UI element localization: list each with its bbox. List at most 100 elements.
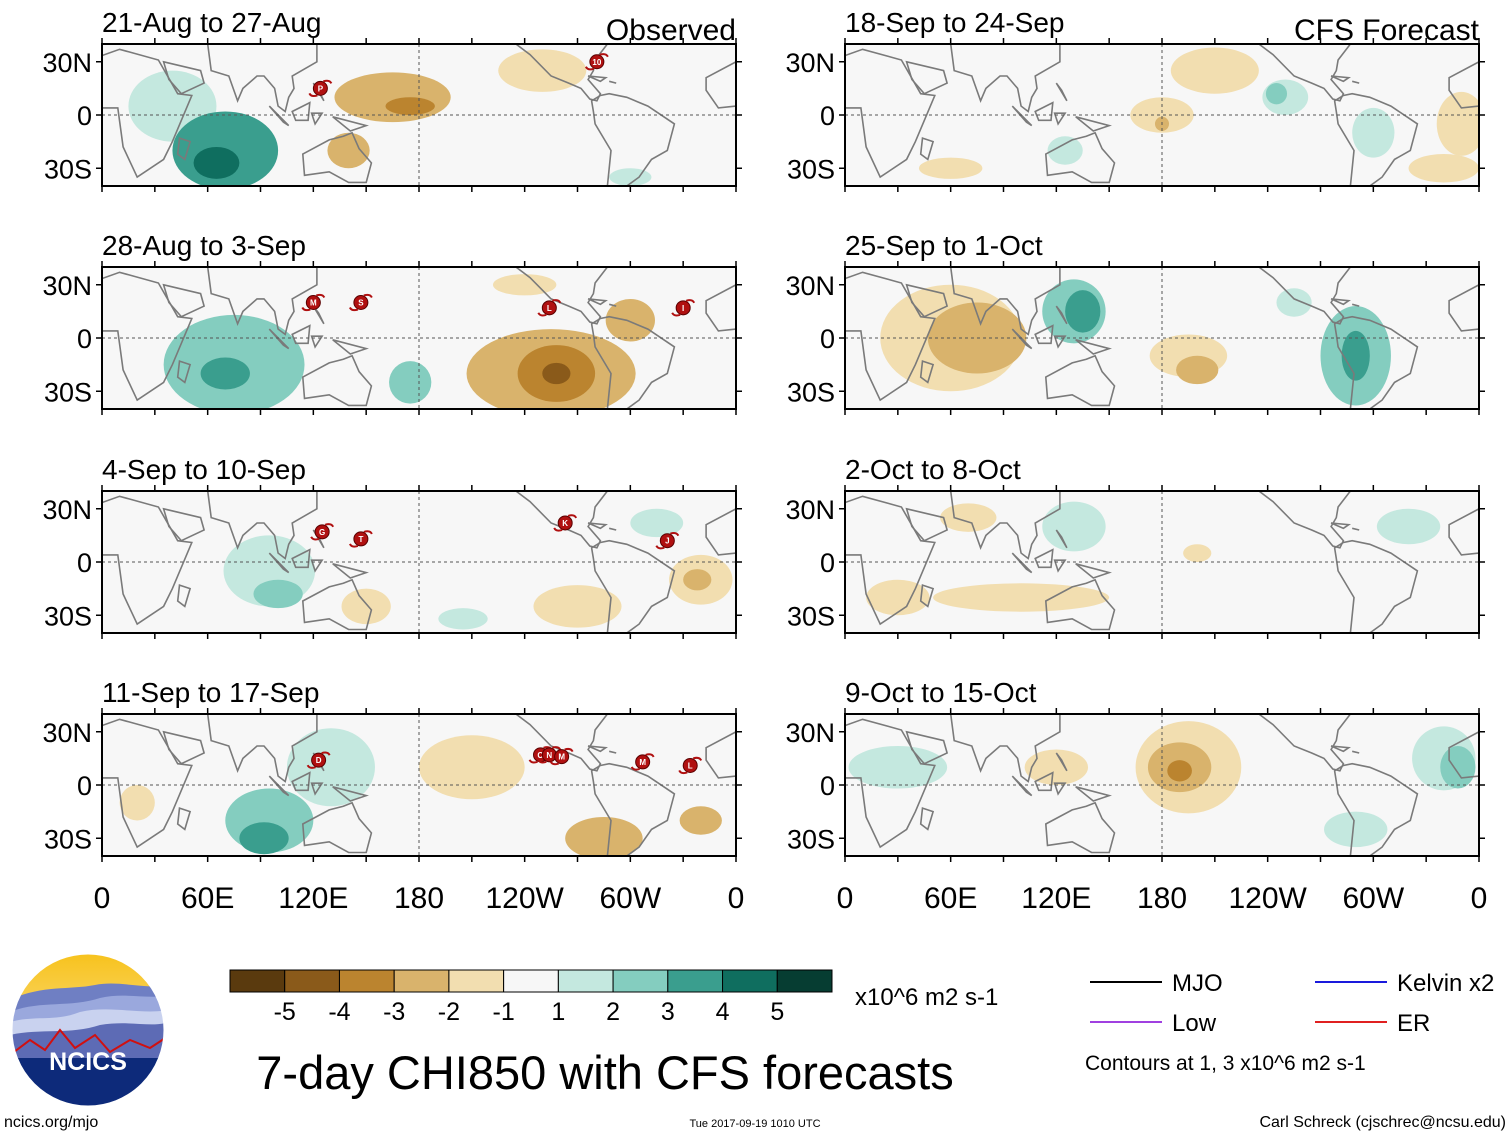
chi-anomaly-blob (1130, 97, 1194, 133)
map-panel: 30N 0 30S 2-Oct to 8-Oct (785, 454, 1485, 639)
chi-anomaly-blob (1276, 288, 1312, 317)
coastline (949, 491, 1061, 560)
coastline (301, 354, 373, 407)
storm-label: D (316, 756, 322, 765)
longitude-tick-label: 180 (1137, 882, 1187, 915)
storm-label: M (558, 753, 565, 762)
chi-anomaly-blob (630, 508, 684, 538)
coastline (1448, 730, 1479, 779)
tropical-cyclone-icon: S (348, 293, 373, 312)
longitude-tick-label: 60E (181, 882, 234, 915)
coastline (1075, 116, 1112, 132)
tropical-cyclone-icon: G (310, 523, 335, 541)
coastline (1448, 283, 1479, 332)
footer-site: ncics.org/mjo (4, 1114, 98, 1131)
longitude-tick-label: 120E (1021, 882, 1091, 915)
longitude-tick-label: 0 (728, 882, 745, 915)
tropical-cyclone-icon: L (537, 299, 562, 317)
longitude-tick-label: 0 (94, 882, 111, 915)
latitude-tick-label: 0 (820, 324, 835, 354)
coastline (310, 782, 324, 796)
coastline (1011, 552, 1033, 574)
chi-anomaly-blob (1324, 811, 1388, 848)
coastline (1330, 298, 1351, 306)
coastline (176, 807, 192, 831)
coastline (609, 303, 617, 307)
footer-timestamp: Tue 2017-09-19 1010 UTC (689, 1118, 820, 1130)
chi-anomaly-blob (200, 357, 250, 390)
storm-label: T (358, 535, 363, 544)
map-panel: 30N 0 30S 25-Sep to 1-Oct (785, 230, 1485, 415)
chi-anomaly-blob (918, 157, 983, 179)
tropical-cyclone-icon: T (348, 530, 373, 548)
latitude-tick-label: 30N (785, 495, 835, 525)
colorbar-tick-label: -2 (438, 998, 460, 1026)
coastline (1330, 522, 1351, 530)
colorbar-swatch (338, 969, 395, 993)
coastline (1257, 267, 1352, 325)
coastline (268, 775, 290, 797)
panel-title: 9-Oct to 15-Oct (845, 677, 1037, 708)
longitude-tick-label: 120W (485, 882, 564, 915)
chi-anomaly-blob (1408, 154, 1479, 183)
latitude-tick-label: 30S (787, 824, 835, 854)
tropical-cyclone-icon: M (549, 747, 574, 766)
coastline (1075, 563, 1112, 579)
longitude-axis-observed: 0 60E 120E 180 120W 60W 0 (94, 882, 745, 915)
longitude-tick-label: 120W (1228, 882, 1307, 915)
coastline (1034, 101, 1054, 122)
chi-anomaly-blob (679, 806, 722, 835)
coastline (1352, 80, 1360, 84)
latitude-tick-label: 0 (820, 101, 835, 131)
longitude-tick-label: 180 (394, 882, 444, 915)
kelvin-legend-label: Kelvin x2 (1397, 970, 1494, 997)
coastline (206, 267, 318, 336)
chi-anomaly-blob (385, 97, 435, 115)
coastline (268, 328, 290, 350)
coastline (162, 283, 206, 318)
colorbar-swatch (722, 969, 778, 993)
coastline (905, 283, 949, 318)
coastline (1044, 354, 1116, 407)
colorbar-swatch (393, 969, 450, 993)
tropical-cyclone-icon: J (655, 532, 680, 550)
colorbar-swatch (229, 969, 286, 993)
chi-anomaly-blob (1042, 501, 1106, 552)
coastline (705, 60, 736, 109)
coastline (176, 137, 192, 161)
map-panel: P 10 30N 0 30S 21-Aug to 27-Aug Observed (42, 7, 742, 192)
colorbar: -5 -4 -3 -2 -1 1 2 3 4 5 x10^6 m2 s-1 (229, 969, 998, 1026)
coastline (919, 137, 935, 161)
coastline (1352, 527, 1360, 531)
coastline (1257, 491, 1352, 549)
coastline (705, 730, 736, 779)
coastline (1448, 60, 1479, 109)
latitude-tick-label: 30S (44, 824, 92, 854)
chi-anomaly-blob (193, 146, 240, 179)
panel-title: 28-Aug to 3-Sep (102, 230, 306, 261)
coastline (1044, 131, 1116, 184)
latitude-tick-label: 0 (77, 771, 92, 801)
colorbar-swatch (557, 969, 614, 993)
chi-anomaly-blob (438, 608, 488, 630)
latitude-tick-label: 0 (77, 101, 92, 131)
coastline (162, 60, 206, 95)
coastline (1257, 714, 1352, 772)
tropical-cyclone-icon: I (671, 299, 696, 317)
coastline (590, 539, 676, 633)
coastline (1055, 82, 1068, 102)
coastline (102, 718, 193, 849)
chi-anomaly-blob (940, 503, 997, 532)
coastline (919, 584, 935, 608)
chi-anomaly-blob (683, 569, 712, 591)
longitude-tick-label: 60W (599, 882, 661, 915)
chi-anomaly-blob (389, 361, 432, 404)
colorbar-tick-label: -4 (328, 998, 350, 1026)
coastline (102, 495, 193, 626)
coastline (705, 507, 736, 556)
low-legend-label: Low (1172, 1010, 1217, 1037)
longitude-tick-label: 60W (1342, 882, 1404, 915)
coastline (705, 283, 736, 332)
coastline (845, 718, 936, 849)
chi-anomaly-blob (1183, 544, 1212, 562)
